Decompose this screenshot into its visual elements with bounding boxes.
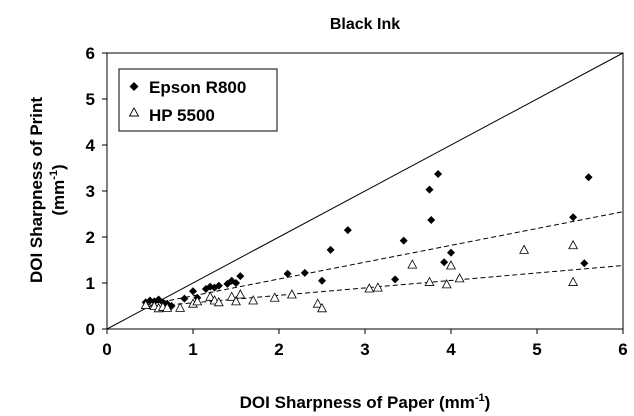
data-point-epson xyxy=(343,226,352,235)
x-axis-label: DOI Sharpness of Paper (mm-1) xyxy=(240,392,491,412)
y-tick-label: 0 xyxy=(86,320,95,339)
y-tick-label: 1 xyxy=(86,274,95,293)
data-point-epson xyxy=(391,275,400,284)
data-point-hp xyxy=(162,302,173,312)
x-tick-label: 5 xyxy=(532,340,541,359)
data-point-epson xyxy=(318,276,326,285)
y-axis-label: DOI Sharpness of Print (mm-1) xyxy=(27,97,68,283)
data-point-hp xyxy=(424,276,435,286)
data-point-epson xyxy=(425,185,434,194)
y-tick-label: 3 xyxy=(86,182,95,201)
axis-ticks: 0 1 2 3 4 5 6 0 1 2 3 4 5 6 xyxy=(86,44,628,359)
y-axis-label-line1: DOI Sharpness of Print xyxy=(27,97,46,283)
x-axis-label-main: DOI Sharpness of Paper (mm xyxy=(240,393,475,412)
trendline-series-0 xyxy=(145,211,624,306)
data-point-epson xyxy=(283,269,292,278)
data-point-epson xyxy=(180,294,189,303)
data-point-hp xyxy=(317,302,327,313)
data-point-hp xyxy=(568,276,579,286)
data-point-hp xyxy=(364,283,375,293)
data-point-hp xyxy=(568,239,579,250)
data-point-epson xyxy=(214,281,223,290)
svg-text:DOI Sharpness of Print: DOI Sharpness of Print xyxy=(27,97,46,283)
data-point-hp xyxy=(312,298,323,308)
data-point-epson xyxy=(447,248,455,257)
legend: Epson R800 HP 5500 xyxy=(118,68,278,132)
identity-line xyxy=(106,52,624,330)
y-axis-label-end: ) xyxy=(49,164,68,170)
data-point-hp xyxy=(446,260,456,270)
legend-box xyxy=(118,68,278,132)
y-tick-label: 6 xyxy=(86,44,95,63)
legend-label-hp: HP 5500 xyxy=(149,106,215,125)
x-tick-label: 6 xyxy=(618,340,627,359)
data-point-hp xyxy=(235,289,246,299)
y-tick-label: 2 xyxy=(86,228,95,247)
legend-marker-epson xyxy=(129,82,139,91)
data-point-epson xyxy=(584,173,593,182)
data-point-hp xyxy=(441,279,452,289)
data-point-hp xyxy=(213,296,224,307)
x-axis-label-end: ) xyxy=(485,393,491,412)
y-tick-label: 5 xyxy=(86,90,95,109)
data-point-epson xyxy=(189,287,197,296)
data-point-hp xyxy=(205,291,216,301)
x-tick-label: 2 xyxy=(274,340,283,359)
data-point-hp xyxy=(226,291,237,301)
data-point-hp xyxy=(175,302,186,312)
data-point-epson xyxy=(326,245,335,254)
x-tick-label: 3 xyxy=(360,340,369,359)
y-axis-label-unit: (mm xyxy=(49,180,68,216)
data-point-hp xyxy=(286,289,297,299)
data-point-epson xyxy=(569,213,578,222)
data-point-hp xyxy=(269,292,280,302)
chart-title: Black Ink xyxy=(330,16,400,33)
y-tick-label: 4 xyxy=(86,136,96,155)
data-point-epson xyxy=(440,258,449,267)
y-axis-label-sup: -1 xyxy=(48,170,60,180)
svg-text:(mm-1): (mm-1) xyxy=(48,164,68,215)
legend-marker-hp xyxy=(128,107,140,117)
data-point-hp xyxy=(454,273,465,283)
data-point-hp xyxy=(140,299,151,309)
reference-and-trend-lines xyxy=(106,52,624,330)
x-tick-label: 4 xyxy=(446,340,456,359)
x-tick-label: 0 xyxy=(102,340,111,359)
data-point-epson xyxy=(232,279,240,287)
x-tick-label: 1 xyxy=(188,340,197,359)
data-point-epson xyxy=(580,259,589,268)
data-point-hp xyxy=(192,296,203,306)
data-point-hp xyxy=(407,259,418,269)
data-point-hp xyxy=(231,296,241,306)
data-point-epson xyxy=(300,268,309,277)
data-point-epson xyxy=(399,236,408,245)
data-points xyxy=(140,169,593,313)
data-point-hp xyxy=(519,244,530,254)
data-point-hp xyxy=(248,295,259,305)
data-point-epson xyxy=(427,215,436,224)
data-point-epson xyxy=(236,272,245,281)
x-axis-label-sup: -1 xyxy=(475,392,485,404)
data-point-epson xyxy=(434,169,443,178)
data-point-hp xyxy=(372,282,383,292)
legend-label-epson: Epson R800 xyxy=(149,78,246,97)
